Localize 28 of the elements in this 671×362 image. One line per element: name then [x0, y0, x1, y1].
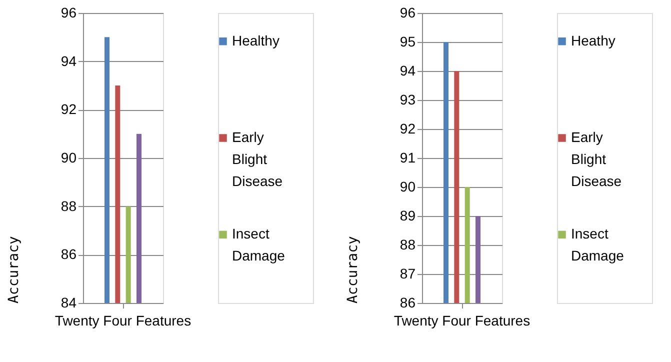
x-tick-label: Twenty Four Features: [54, 312, 192, 328]
y-tick-label: 96: [60, 4, 77, 20]
y-tick-label: 89: [400, 208, 416, 224]
y-axis-title: Accuracy: [344, 236, 361, 304]
y-tick-label: 92: [400, 120, 416, 136]
y-tick-label: 88: [60, 198, 77, 214]
legend-label: Insect Damage: [571, 226, 624, 264]
y-tick-label: 94: [60, 52, 77, 69]
y-tick-label: 88: [400, 236, 416, 252]
legend-label: Healthy: [232, 32, 280, 48]
x-tick-label: Twenty Four Features: [394, 312, 530, 328]
y-tick-label: 90: [60, 150, 77, 166]
y-tick-label: 93: [400, 92, 416, 108]
y-tick-label: 92: [60, 101, 77, 118]
y-tick-label: 94: [400, 62, 416, 78]
y-axis-title: Accuracy: [6, 236, 22, 304]
y-tick-label: 87: [400, 266, 416, 282]
legend-label: Early Blight Disease: [232, 129, 283, 189]
legend-label: Insect Damage: [232, 226, 286, 264]
y-tick-label: 84: [60, 294, 77, 310]
y-tick-label: 95: [400, 34, 416, 50]
y-tick-label: 91: [400, 150, 416, 166]
legend-label: Heathy: [571, 32, 616, 48]
y-tick-label: 86: [60, 246, 77, 262]
y-tick-label: 96: [400, 4, 416, 20]
y-tick-label: 90: [400, 178, 416, 194]
y-tick-label: 86: [400, 294, 416, 310]
legend-label: Early Blight Disease: [571, 129, 622, 189]
